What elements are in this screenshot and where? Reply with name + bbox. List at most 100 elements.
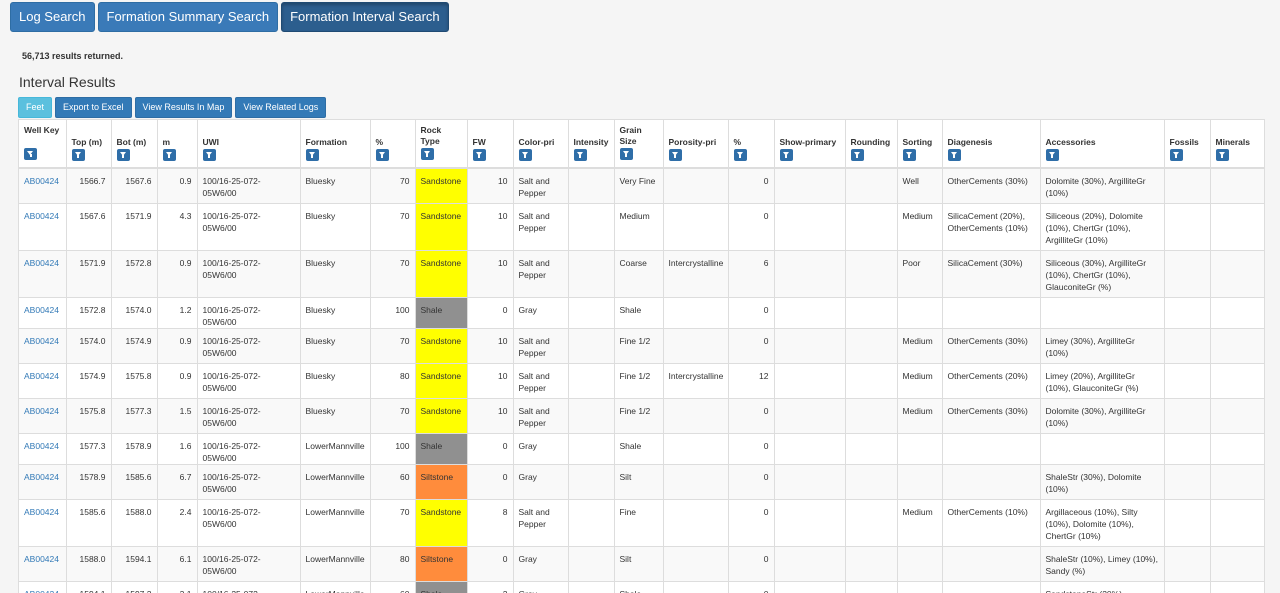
cell-diagenesis: OtherCements (30%) [941,167,1040,203]
tab-formation-interval-search[interactable]: Formation Interval Search [281,2,449,32]
filter-icon[interactable] [518,149,532,161]
filter-icon[interactable] [375,149,389,161]
cell-fw: 0 [466,463,513,499]
well-key-link[interactable]: AB00424 [24,405,59,416]
column-header-label: Formation [305,137,348,147]
cell-color: Gray [512,296,568,328]
table-row: AB00424 1575.8 1577.3 1.5 100/16-25-072-05W6… [19,397,1264,433]
column-header-label: Intensity [573,137,609,147]
cell-diagenesis [941,432,1040,464]
well-key-link[interactable]: AB00424 [24,257,59,268]
cell-minerals [1209,249,1264,297]
cell-intensity [567,397,614,433]
cell-porosity [662,463,728,499]
well-key-link[interactable]: AB00424 [24,176,59,186]
cell-grain: Fine 1/2 [613,362,663,398]
well-key-link[interactable]: AB00424 [24,210,59,221]
cell-intensity [567,498,614,546]
well-key-link[interactable]: AB00424 [24,506,59,517]
table-row: AB00424 1571.9 1572.8 0.9 100/16-25-072-05W6… [19,249,1264,297]
cell-bot: 1577.3 [110,397,157,433]
cell-fw: 0 [466,545,513,581]
cell-rounding [844,580,897,593]
well-key-link[interactable]: AB00424 [24,589,59,593]
feet-toggle-button[interactable]: Feet [18,97,53,118]
cell-top: 1577.3 [65,432,111,464]
cell-pct2: 0 [727,397,774,433]
cell-intensity [567,249,614,297]
well-key-link[interactable]: AB00424 [24,304,59,315]
cell-pct2: 0 [727,432,774,464]
view-related-logs-button[interactable]: View Related Logs [235,97,327,118]
table-row: AB00424 1594.11597.23.1100/16-25-072-05W6… [19,580,1264,593]
filter-icon[interactable] [420,148,434,160]
filter-icon[interactable] [472,149,486,161]
cell-sorting: Medium [896,397,942,433]
cell-sorting [896,580,942,593]
filter-icon[interactable] [902,149,916,161]
cell-pct: 60 [369,463,415,499]
cell-sorting: Poor [896,249,942,297]
cell-pct: 70 [369,202,415,250]
filter-icon[interactable] [71,149,85,161]
cell-sorting [896,432,942,464]
cell-fossils [1163,580,1210,593]
cell-m: 0.9 [156,362,197,398]
table-row: AB00424 1578.9 1585.6 6.7 100/16-25-072-05W6… [19,463,1264,499]
tab-formation-summary-search[interactable]: Formation Summary Search [97,2,279,32]
well-key-link[interactable]: AB00424 [24,471,59,482]
cell-top: 1585.6 [65,498,111,546]
cell-formation: Bluesky [299,397,370,433]
filter-icon[interactable] [733,149,747,161]
well-key-link[interactable]: AB00424 [24,370,59,381]
well-key-link[interactable]: AB00424 [24,335,59,346]
cell-m: 6.7 [156,463,197,499]
filter-icon[interactable] [1215,149,1229,161]
filter-icon[interactable] [1045,149,1059,161]
column-header-label: UWI [202,137,220,147]
well-key-link[interactable]: AB00424 [24,440,59,451]
cell-uwi: 100/16-25-072-05W6/00 [196,249,300,297]
cell-rounding [844,397,897,433]
table-row: AB00424 1574.0 1574.9 0.9 100/16-25-072-05W6… [19,327,1264,363]
filter-icon[interactable] [305,149,319,161]
filter-icon[interactable] [850,149,864,161]
cell-sorting [896,296,942,328]
cell-rounding [844,327,897,363]
filter-icon[interactable] [1169,149,1183,161]
cell-rock: Shale [414,296,467,328]
well-key-link[interactable]: AB00424 [24,553,59,564]
table-row: AB00424 1574.9 1575.8 0.9 100/16-25-072-05W6… [19,362,1264,398]
column-header-show: Show-primary [773,120,845,169]
page-scrollbar[interactable] [1268,0,1280,593]
cell-uwi: 100/16-25-072-05W6/00 [196,580,300,593]
column-header-fossils: Fossils [1163,120,1210,169]
column-header-label: Grain Size [619,125,642,146]
filter-icon[interactable] [619,148,633,160]
cell-color: Salt and Pepper [512,202,568,250]
tab-log-search[interactable]: Log Search [10,2,95,32]
results-count: 56,713 results returned. [22,51,124,61]
cell-minerals [1209,296,1264,328]
filter-icon[interactable] [573,149,587,161]
column-header-label: Porosity-pri [668,137,717,147]
filter-icon[interactable] [162,149,176,161]
filter-icon[interactable] [202,149,216,161]
filter-icon[interactable] [947,149,961,161]
column-header-accessories: Accessories [1039,120,1164,169]
filter-icon[interactable] [779,149,793,161]
cell-grain: Shale [613,432,663,464]
column-header-minerals: Minerals [1209,120,1264,169]
filter-icon[interactable] [116,149,130,161]
column-header-label: Rock Type [420,125,442,146]
view-results-in-map-button[interactable]: View Results In Map [134,97,233,118]
column-header-label: Top (m) [71,137,103,147]
cell-fw: 0 [466,296,513,328]
filter-icon[interactable] [668,149,682,161]
cell-porosity: Intercrystalline [662,249,728,297]
filter-icon[interactable] [24,148,37,160]
cell-show [773,432,845,464]
cell-pct2: 0 [727,296,774,328]
cell-color: Salt and Pepper [512,249,568,297]
export-to-excel-button[interactable]: Export to Excel [55,97,132,118]
